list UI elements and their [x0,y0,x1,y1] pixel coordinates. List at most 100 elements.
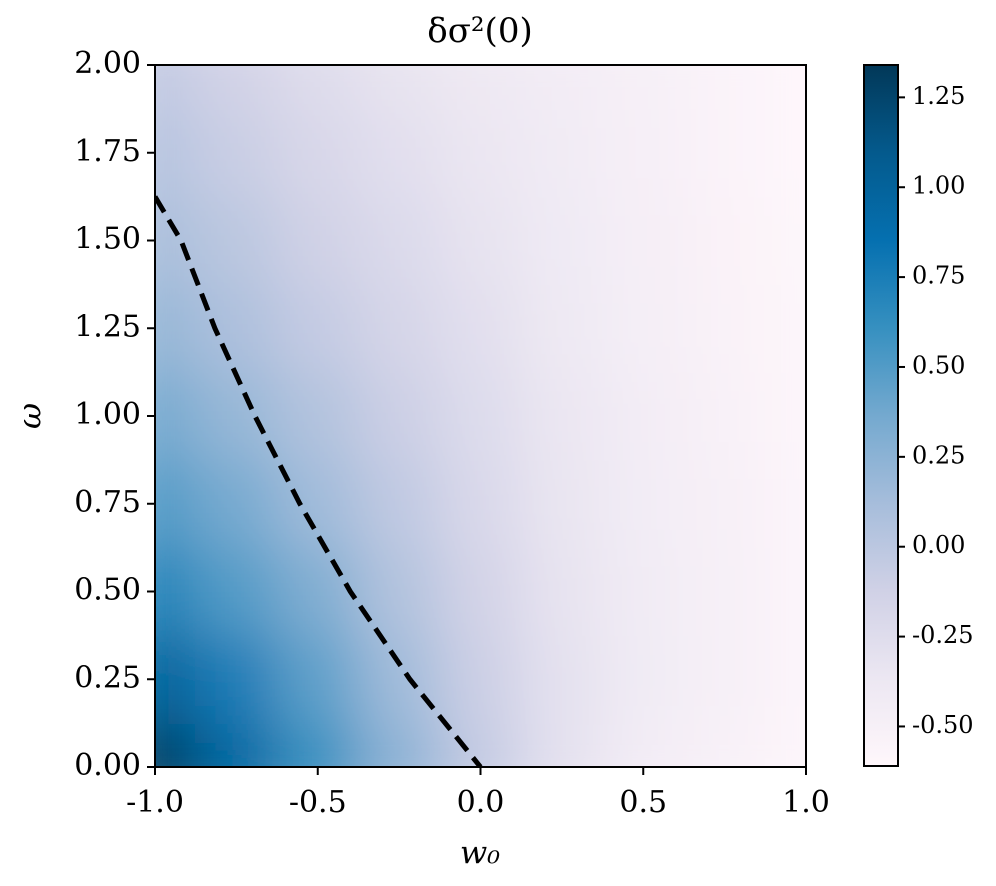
colorbar-tick-label: 0.00 [912,531,965,559]
heat-cell [357,283,441,374]
heat-cell [682,107,767,198]
heat-cell [194,283,279,374]
heat-cell [357,195,441,286]
heat-cell [764,546,806,637]
colorbar-tick-label: -0.25 [912,621,974,649]
x-tick-label: 1.0 [782,785,830,820]
heat-cell [438,283,523,374]
heat-cell [438,546,523,637]
y-tick-label: 1.50 [74,222,141,257]
heat-cell [276,371,360,461]
heat-cell [520,546,604,637]
heat-cell [276,634,360,725]
heat-cell [764,722,806,767]
heatmap [155,65,806,767]
heat-cell [438,195,523,286]
heat-cell [357,107,441,198]
heat-cell [276,722,360,767]
heat-cell [520,722,604,767]
heat-cell [601,107,685,198]
heat-cell [194,65,279,110]
heat-cell [682,195,767,286]
heat-cell [276,546,360,637]
y-tick-label: 1.25 [74,309,141,344]
x-axis-label: w₀ [460,834,500,872]
heat-cell [155,371,197,461]
heat-cell [276,107,360,198]
heat-cell [357,458,441,549]
colorbar-tick-label: 0.75 [912,262,965,290]
heat-cell [276,65,360,110]
heat-cell [601,722,685,767]
y-tick-label: 0.50 [74,573,141,608]
heat-cell [438,634,523,725]
colorbar [863,64,899,767]
heat-cell [438,458,523,549]
heat-cell [682,722,767,767]
heat-cell [155,65,197,110]
heat-cell [438,107,523,198]
y-tick-label: 0.75 [74,485,141,520]
y-tick-label: 0.25 [74,660,141,695]
colorbar-tick-label: 1.25 [912,82,965,110]
heat-cell [764,195,806,286]
heat-cell [682,65,767,110]
heat-cell [357,634,441,725]
heat-cell [155,458,197,549]
heat-cell [155,107,197,198]
heat-cell [194,195,279,286]
y-axis-label: ω [11,403,49,429]
heat-cell [520,283,604,374]
y-tick-label: 0.00 [74,748,141,783]
heat-cell [601,283,685,374]
y-tick-label: 2.00 [74,46,141,81]
heat-cell [194,722,279,767]
y-tick-label: 1.75 [74,134,141,169]
heat-cell [601,195,685,286]
heat-cell [194,107,279,198]
heat-cell [520,458,604,549]
heat-cell [682,371,767,461]
heat-cell [357,65,441,110]
heat-cell [155,546,197,637]
heat-cell [155,283,197,374]
heat-cell [194,546,279,637]
heat-cell [276,195,360,286]
heat-cell [194,458,279,549]
x-tick-label: 0.0 [457,785,505,820]
heat-cell [357,722,441,767]
heat-cell [520,107,604,198]
heat-cell [194,371,279,461]
heat-cell [520,634,604,725]
heat-cell [276,458,360,549]
heat-cell [682,283,767,374]
x-tick-label: 0.5 [619,785,667,820]
heat-cell [194,634,279,725]
colorbar-tick-label: 1.00 [912,172,965,200]
heat-cell [155,634,197,725]
heat-cell [764,65,806,110]
heat-cell [764,371,806,461]
heat-cell [764,283,806,374]
heat-cell [357,371,441,461]
contour-line [155,195,483,767]
heat-cell [276,283,360,374]
heat-cell [764,458,806,549]
colorbar-tick-label: -0.50 [912,711,974,739]
heat-cell [601,65,685,110]
heat-cell [357,546,441,637]
colorbar-tick-label: 0.25 [912,441,965,469]
chart-title: δσ²(0) [427,11,532,51]
heat-cell [682,634,767,725]
heat-cell [764,107,806,198]
heat-cell [601,458,685,549]
x-tick-label: -0.5 [289,785,347,820]
heat-cell [682,546,767,637]
x-tick-label: -1.0 [126,785,184,820]
colorbar-tick-label: 0.50 [912,351,965,379]
heat-cell [520,65,604,110]
heat-cell [438,722,523,767]
heat-cell [438,65,523,110]
y-tick-label: 1.00 [74,397,141,432]
